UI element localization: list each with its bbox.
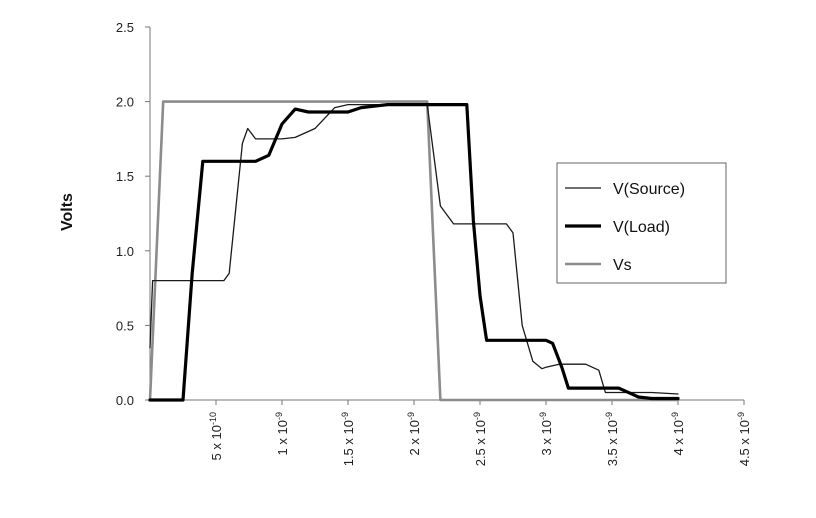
- legend: V(Source) V(Load) Vs: [556, 162, 727, 284]
- x-tick-label: 3.5 x 10-9: [604, 412, 620, 466]
- y-tick-label: 2.0: [116, 95, 134, 110]
- series-line-vs: [148, 100, 680, 402]
- y-tick-label: 2.5: [116, 20, 134, 35]
- x-tick-label: 3 x 10-9: [538, 412, 554, 455]
- legend-label: Vs: [613, 257, 632, 274]
- x-tick-label: 1.5 x 10-9: [340, 412, 356, 466]
- x-tick-label: 4.5 x 10-9: [736, 412, 752, 466]
- series-line-v-load: [148, 103, 680, 402]
- x-tick-label: 2.5 x 10-9: [472, 412, 488, 466]
- x-tick-label: 2 x 10-9: [406, 412, 422, 455]
- y-tick-label: 0.0: [116, 393, 134, 408]
- y-tick-label: 0.5: [116, 318, 134, 333]
- x-tick-label: 5 x 10-10: [208, 412, 224, 460]
- y-tick-label: 1.5: [116, 169, 134, 184]
- y-tick-label: 1.0: [116, 244, 134, 259]
- legend-label: V(Load): [613, 219, 670, 236]
- axes: 0.0 0.5 1.0 1.5 2.0 2.5 5 x 10-10 1 x 10-9 1.5 x…: [116, 20, 752, 466]
- legend-label: V(Source): [613, 181, 685, 198]
- x-tick-label: 1 x 10-9: [274, 412, 290, 455]
- y-axis-label: Volts: [59, 193, 76, 231]
- series-layer: [148, 100, 680, 402]
- x-tick-label: 4 x 10-9: [670, 412, 686, 455]
